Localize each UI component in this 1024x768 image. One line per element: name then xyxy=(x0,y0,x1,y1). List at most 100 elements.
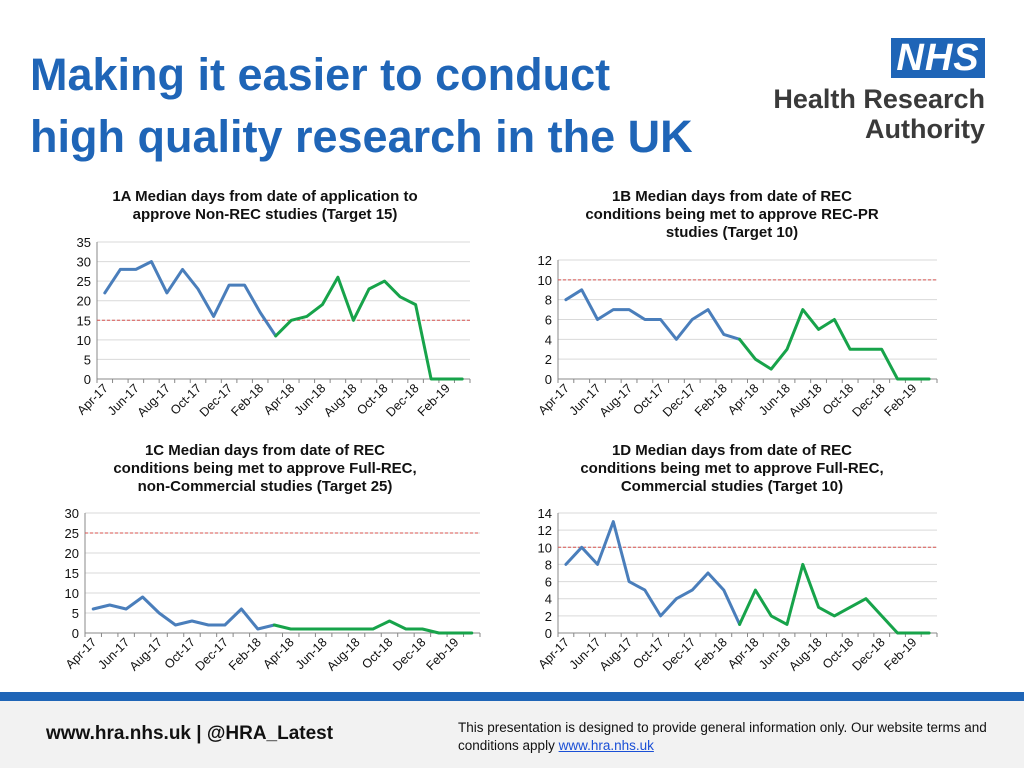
x-tick-label: Aug-17 xyxy=(135,381,173,419)
y-tick-label: 12 xyxy=(538,253,552,268)
y-tick-label: 30 xyxy=(65,506,79,521)
x-tick-label: Apr-18 xyxy=(725,381,761,417)
y-tick-label: 0 xyxy=(545,372,552,387)
x-tick-label: Feb-18 xyxy=(692,381,730,419)
y-tick-label: 10 xyxy=(538,540,552,555)
y-tick-label: 2 xyxy=(545,352,552,367)
y-tick-label: 14 xyxy=(538,506,552,521)
x-tick-label: Aug-17 xyxy=(127,635,165,673)
y-tick-label: 0 xyxy=(84,372,91,387)
chart-svg: 1B Median days from date of RECcondition… xyxy=(536,188,938,420)
chart-title-line: conditions being met to approve Full-REC… xyxy=(113,460,416,477)
chart-title-line: 1C Median days from date of REC xyxy=(145,442,385,459)
x-tick-label: Apr-17 xyxy=(74,381,110,417)
y-tick-label: 4 xyxy=(545,592,552,607)
page-title-line-2: high quality research in the UK xyxy=(30,111,693,162)
x-tick-label: Feb-18 xyxy=(226,635,264,673)
y-tick-label: 5 xyxy=(84,352,91,367)
x-tick-label: Dec-18 xyxy=(849,381,887,419)
x-tick-label: Feb-19 xyxy=(882,381,920,419)
chart-title-line: 1D Median days from date of REC xyxy=(612,442,852,459)
x-tick-label: Apr-18 xyxy=(725,635,761,671)
x-tick-label: Jun-17 xyxy=(567,635,604,672)
y-tick-label: 15 xyxy=(77,313,91,328)
page-title-line-1: Making it easier to conduct xyxy=(30,49,611,100)
series-line-2018 xyxy=(738,562,931,635)
x-tick-label: Jun-18 xyxy=(756,635,793,672)
x-tick-label: Apr-17 xyxy=(536,635,572,671)
y-tick-label: 8 xyxy=(545,293,552,308)
footer: www.hra.nhs.uk | @HRA_Latest This presen… xyxy=(0,701,1024,768)
x-tick-label: Apr-17 xyxy=(536,381,572,417)
x-tick-label: Aug-18 xyxy=(324,635,362,673)
y-tick-label: 12 xyxy=(538,523,552,538)
chart-svg: 1A Median days from date of application … xyxy=(74,188,471,420)
series-line-2018 xyxy=(274,275,464,381)
y-tick-label: 8 xyxy=(545,557,552,572)
website-link[interactable]: www.hra.nhs.uk xyxy=(558,738,654,753)
y-tick-label: 2 xyxy=(545,609,552,624)
chart-title-line: 1A Median days from date of application … xyxy=(112,188,417,205)
x-tick-label: Aug-17 xyxy=(597,635,635,673)
x-tick-label: Dec-17 xyxy=(197,381,235,419)
series-line-2017 xyxy=(103,260,278,338)
y-tick-label: 25 xyxy=(77,274,91,289)
x-tick-label: Aug-18 xyxy=(321,381,359,419)
y-tick-label: 30 xyxy=(77,255,91,270)
y-tick-label: 10 xyxy=(77,333,91,348)
x-tick-label: Dec-17 xyxy=(660,635,698,673)
y-tick-label: 0 xyxy=(72,626,79,641)
x-tick-label: Dec-18 xyxy=(383,381,421,419)
x-tick-label: Oct-17 xyxy=(162,635,198,671)
y-tick-label: 0 xyxy=(545,626,552,641)
x-tick-label: Apr-17 xyxy=(63,635,99,671)
chart-title-line: studies (Target 10) xyxy=(666,224,798,241)
y-tick-label: 20 xyxy=(65,546,79,561)
org-name-line-1: Health Research xyxy=(773,84,985,114)
chart-1c: 1C Median days from date of REC condition… xyxy=(45,438,485,688)
series-line-2018 xyxy=(738,308,931,381)
chart-title-line: conditions being met to approve Full-REC… xyxy=(580,460,883,477)
org-name-line-2: Authority xyxy=(865,114,985,144)
footer-contact: www.hra.nhs.uk | @HRA_Latest xyxy=(46,723,334,744)
disclaimer-text: This presentation is designed to provide… xyxy=(458,720,987,753)
chart-svg: 1C Median days from date of RECcondition… xyxy=(63,442,481,674)
x-tick-label: Aug-17 xyxy=(597,381,635,419)
x-tick-label: Jun-17 xyxy=(95,635,132,672)
series-line-2017 xyxy=(564,288,742,341)
x-tick-label: Aug-18 xyxy=(786,635,824,673)
nhs-logo: NHS xyxy=(891,38,985,78)
chart-title-line: 1B Median days from date of REC xyxy=(612,188,852,205)
x-tick-label: Feb-18 xyxy=(228,381,266,419)
x-tick-label: Feb-18 xyxy=(692,635,730,673)
chart-1d: 1D Median days from date of REC condition… xyxy=(512,438,952,688)
x-tick-label: Feb-19 xyxy=(882,635,920,673)
series-line-2018 xyxy=(272,619,474,635)
chart-1a: 1A Median days from date of application … xyxy=(45,184,485,434)
y-tick-label: 20 xyxy=(77,294,91,309)
y-tick-label: 35 xyxy=(77,235,91,250)
y-tick-label: 10 xyxy=(65,586,79,601)
y-tick-label: 6 xyxy=(545,313,552,328)
hra-logo: NHS Health Research Authority xyxy=(760,38,990,148)
x-tick-label: Dec-17 xyxy=(193,635,231,673)
chart-title-line: conditions being met to approve REC-PR xyxy=(585,206,879,223)
y-tick-label: 15 xyxy=(65,566,79,581)
x-tick-label: Dec-18 xyxy=(849,635,887,673)
y-tick-label: 4 xyxy=(545,332,552,347)
chart-svg: 1D Median days from date of RECcondition… xyxy=(536,442,938,674)
x-tick-label: Oct-18 xyxy=(359,635,395,671)
x-tick-label: Dec-18 xyxy=(390,635,428,673)
chart-title-line: approve Non-REC studies (Target 15) xyxy=(133,206,398,223)
y-tick-label: 5 xyxy=(72,606,79,621)
x-tick-label: Feb-19 xyxy=(424,635,462,673)
chart-1b: 1B Median days from date of REC condition… xyxy=(512,184,952,434)
x-tick-label: Jun-18 xyxy=(756,381,793,418)
page-title: Making it easier to conduct high quality… xyxy=(30,44,693,168)
org-name: Health Research Authority xyxy=(773,84,985,144)
x-tick-label: Jun-18 xyxy=(293,635,330,672)
chart-title-line: non-Commercial studies (Target 25) xyxy=(138,478,393,495)
y-tick-label: 6 xyxy=(545,575,552,590)
x-tick-label: Jun-17 xyxy=(567,381,604,418)
footer-disclaimer: This presentation is designed to provide… xyxy=(458,719,998,755)
